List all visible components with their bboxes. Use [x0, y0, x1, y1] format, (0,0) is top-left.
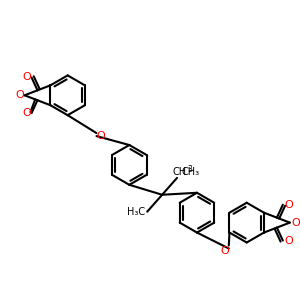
Text: CH₃: CH₃ — [181, 167, 199, 177]
Text: H₃C: H₃C — [127, 207, 145, 217]
Text: O: O — [284, 236, 293, 245]
Text: O: O — [96, 131, 105, 141]
Text: O: O — [15, 90, 24, 100]
Text: O: O — [291, 218, 300, 228]
Text: CH: CH — [173, 167, 187, 177]
Text: O: O — [22, 108, 31, 118]
Text: O: O — [284, 200, 293, 210]
Text: O: O — [220, 247, 229, 256]
Text: O: O — [22, 72, 31, 82]
Text: 3: 3 — [188, 165, 192, 174]
